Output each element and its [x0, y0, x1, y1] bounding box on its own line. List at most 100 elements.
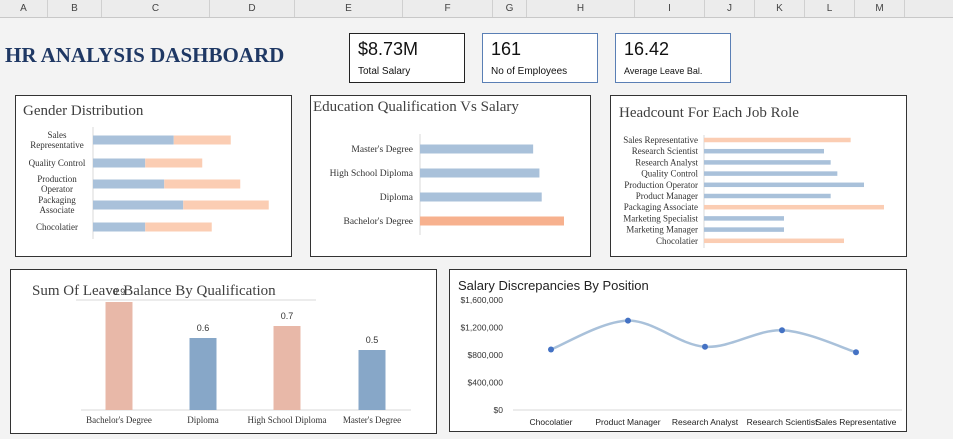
kpi-employee-count[interactable]: 161 No of Employees: [482, 33, 598, 83]
category-label: Diploma: [380, 193, 414, 203]
column-header-c[interactable]: C: [102, 0, 210, 17]
category-label: Sales Representative: [623, 135, 698, 145]
bar-quality-control-series-1: [93, 158, 146, 168]
category-label: Production Operator: [37, 174, 77, 194]
chart-title: Sum Of Leave Balance By Qualification: [32, 283, 276, 299]
kpi-label: Average Leave Bal.: [624, 66, 703, 76]
bar-high-school-diploma: [420, 168, 540, 178]
category-label: Quality Control: [29, 158, 86, 168]
column-header-h[interactable]: H: [527, 0, 635, 17]
column-header-l[interactable]: L: [805, 0, 855, 17]
gender-chart-panel[interactable]: Gender Distribution Sales Representative Q…: [15, 95, 292, 257]
bar-diploma: [189, 338, 217, 410]
y-tick-label: $0: [494, 405, 504, 415]
category-label: Quality Control: [641, 169, 698, 179]
column-header-a[interactable]: A: [0, 0, 48, 17]
category-label: Packaging Associate: [624, 202, 698, 212]
bar-packaging-associate: [704, 204, 884, 210]
kpi-total-salary[interactable]: $8.73M Total Salary: [349, 33, 465, 83]
category-label: Chocolatier: [36, 222, 78, 232]
column-header-m[interactable]: M: [855, 0, 905, 17]
category-label: High School Diploma: [248, 415, 327, 425]
leave-balance-chart-panel[interactable]: Sum Of Leave Balance By Qualification 0.…: [10, 269, 437, 434]
category-label: Research Scientist: [747, 417, 819, 427]
point-sales-representative: [853, 349, 859, 356]
chart-title: Gender Distribution: [23, 103, 144, 119]
bar-product-manager: [704, 193, 831, 199]
column-header-b[interactable]: B: [48, 0, 102, 17]
chart-title: Education Qualification Vs Salary: [313, 99, 519, 115]
y-tick-label: $400,000: [468, 378, 504, 388]
headcount-chart-panel[interactable]: Headcount For Each Job Role Sales Repres…: [610, 95, 907, 257]
kpi-value: 161: [491, 39, 522, 59]
category-label: Production Operator: [624, 180, 698, 190]
category-label: Research Scientist: [632, 146, 699, 156]
column-header-k[interactable]: K: [755, 0, 805, 17]
category-label: Diploma: [187, 415, 219, 425]
y-tick-label: $1,600,000: [460, 295, 503, 305]
chart-title: Salary Discrepancies By Position: [458, 278, 649, 293]
point-research-scientist: [779, 327, 785, 334]
bar-production-operator-series-1: [93, 179, 165, 189]
y-tick-label: $800,000: [468, 350, 504, 360]
category-label: Research Analyst: [672, 417, 739, 427]
education-chart-panel[interactable]: Education Qualification Vs Salary Master…: [310, 95, 591, 257]
category-label: Research Analyst: [635, 157, 698, 167]
data-label: 0.9: [113, 287, 126, 297]
category-label: Product Manager: [636, 191, 698, 201]
bar-diploma: [420, 192, 542, 202]
category-label: Master's Degree: [351, 145, 413, 155]
point-product-manager: [625, 317, 631, 324]
point-chocolatier: [548, 346, 554, 353]
kpi-value: 16.42: [624, 39, 670, 59]
category-label: Packaging Associate: [38, 195, 76, 215]
data-label: 0.5: [366, 335, 379, 345]
column-header-f[interactable]: F: [403, 0, 493, 17]
column-header-d[interactable]: D: [210, 0, 295, 17]
gender-chart: Sales Representative Quality Control Produc…: [29, 127, 269, 239]
column-header-bar: A B C D E F G H I J K L M: [0, 0, 953, 18]
category-label: Bachelor's Degree: [344, 217, 414, 227]
column-header-e[interactable]: E: [295, 0, 403, 17]
bar-sales-representative: [704, 137, 851, 143]
leave-balance-chart: 0.9 Bachelor's Degree 0.6 Diploma 0.7 High Sc…: [76, 287, 411, 425]
category-label: Master's Degree: [343, 415, 401, 425]
category-label: Marketing Specialist: [623, 213, 698, 223]
category-label: Marketing Manager: [626, 225, 698, 235]
bar-master-s-degree: [358, 350, 386, 410]
bar-marketing-manager: [704, 227, 784, 232]
bar-chocolatier: [704, 238, 844, 244]
bar-research-scientist: [704, 148, 824, 154]
category-label: Chocolatier: [530, 417, 573, 427]
column-header-g[interactable]: G: [493, 0, 527, 17]
category-label: Product Manager: [595, 417, 660, 427]
bar-master-s-degree: [420, 144, 534, 154]
category-label: Sales Representative: [30, 130, 83, 150]
category-label: High School Diploma: [330, 169, 414, 179]
category-label: Sales Representative: [816, 417, 897, 427]
chart-title: Headcount For Each Job Role: [619, 105, 799, 121]
bar-high-school-diploma: [273, 326, 301, 410]
category-label: Chocolatier: [656, 236, 698, 246]
y-tick-label: $1,200,000: [460, 323, 503, 333]
bar-sales-representative-series-2: [173, 135, 231, 145]
bar-quality-control: [704, 171, 838, 176]
column-header-j[interactable]: J: [705, 0, 755, 17]
data-label: 0.6: [197, 323, 210, 333]
bar-packaging-associate-series-2: [183, 200, 269, 210]
salary-chart: $0 $400,000 $800,000 $1,200,000 $1,600,000 Ch…: [460, 295, 902, 427]
kpi-average-leave[interactable]: 16.42 Average Leave Bal.: [615, 33, 731, 83]
kpi-label: No of Employees: [491, 66, 568, 77]
bar-packaging-associate-series-1: [93, 200, 184, 210]
bar-marketing-specialist: [704, 216, 784, 221]
bar-production-operator-series-2: [164, 179, 241, 189]
point-research-analyst: [702, 343, 708, 350]
bar-chocolatier-series-1: [93, 222, 146, 232]
category-label: Bachelor's Degree: [86, 415, 152, 425]
data-label: 0.7: [281, 311, 294, 321]
bar-sales-representative-series-1: [93, 135, 174, 145]
salary-chart-panel[interactable]: Salary Discrepancies By Position $0 $400,…: [449, 269, 907, 432]
column-header-i[interactable]: I: [635, 0, 705, 17]
kpi-label: Total Salary: [358, 66, 411, 77]
